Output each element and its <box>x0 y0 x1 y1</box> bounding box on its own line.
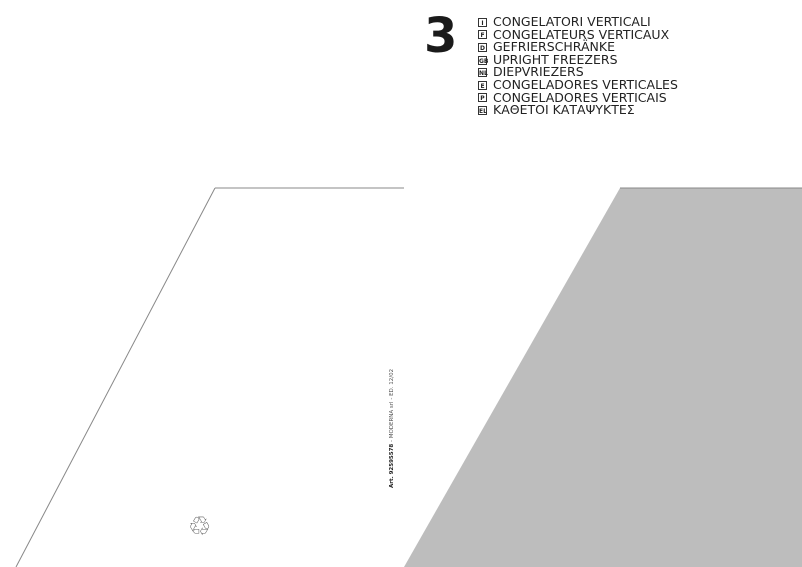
article-number: Art. 92595578 <box>389 443 395 488</box>
title-item: P CONGELADORES VERTICAIS <box>478 89 678 105</box>
language-code: E <box>478 80 487 90</box>
language-code: D <box>478 42 487 52</box>
title-item: NL DIEPVRIEZERS <box>478 66 678 79</box>
publisher-edition: - MODERNA srl - ED. 12/02 <box>389 368 395 444</box>
diagonal-line <box>15 187 216 567</box>
language-code: EL <box>478 105 487 115</box>
language-code: GB <box>478 55 489 65</box>
title-item: F CONGELATEURS VERTICAUX <box>478 26 678 42</box>
language-code: F <box>478 30 487 40</box>
language-code: NL <box>478 68 488 78</box>
title-item: GB UPRIGHT FREEZERS <box>478 51 678 67</box>
title-list: I CONGELATORI VERTICALI F CONGELATEURS VER… <box>478 14 678 117</box>
gray-panel <box>404 188 802 567</box>
title-text: CONGELATEURS VERTICAUX <box>493 26 670 42</box>
title-item: D GEFRIERSCHRÄNKE <box>478 41 678 54</box>
title-text: ΚΑΘΕΤΟΙ ΚΑΤΑΨΥΚΤΕΣ <box>493 102 635 118</box>
title-text: GEFRIERSCHRÄNKE <box>493 39 615 55</box>
language-code: I <box>478 17 487 27</box>
title-text: CONGELATORI VERTICALI <box>493 14 651 29</box>
title-text: CONGELADORES VERTICAIS <box>493 89 667 105</box>
title-text: CONGELADORES VERTICALES <box>493 76 678 92</box>
recycle-icon: ♲ <box>188 512 212 542</box>
title-item: EL ΚΑΘΕΤΟΙ ΚΑΤΑΨΥΚΤΕΣ <box>478 104 678 117</box>
title-item: I CONGELATORI VERTICALI <box>478 14 678 29</box>
title-text: UPRIGHT FREEZERS <box>493 51 618 67</box>
title-text: DIEPVRIEZERS <box>493 64 584 80</box>
section-number: 3 <box>424 8 458 64</box>
language-code: P <box>478 93 487 103</box>
title-item: E CONGELADORES VERTICALES <box>478 76 678 92</box>
article-reference: Art. 92595578 - MODERNA srl - ED. 12/02 <box>389 369 395 488</box>
